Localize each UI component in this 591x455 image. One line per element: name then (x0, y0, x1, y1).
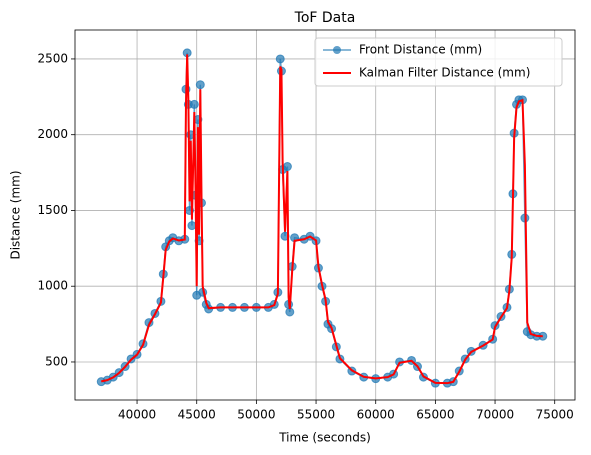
x-tick-label: 75000 (536, 408, 574, 422)
x-tick-label: 60000 (357, 408, 395, 422)
legend-label: Front Distance (mm) (359, 43, 482, 57)
y-tick-label: 500 (45, 354, 68, 368)
x-tick-label: 45000 (178, 408, 216, 422)
x-tick-label: 40000 (118, 408, 156, 422)
y-tick-label: 1000 (37, 279, 68, 293)
marker (275, 54, 285, 64)
marker (195, 80, 205, 90)
y-tick-label: 1500 (37, 203, 68, 217)
marker (282, 162, 292, 172)
chart-title: ToF Data (294, 10, 356, 26)
y-axis-label: Distance (mm) (9, 170, 23, 259)
marker (285, 307, 295, 317)
series-line (101, 54, 543, 385)
legend-box (314, 37, 563, 87)
x-axis-label: Time (seconds) (278, 431, 371, 445)
marker (187, 221, 197, 231)
y-tick-label: 2000 (37, 127, 68, 141)
x-tick-label: 65000 (416, 408, 454, 422)
marker (189, 99, 199, 109)
y-tick-label: 2500 (37, 51, 68, 65)
x-tick-label: 70000 (476, 408, 514, 422)
series-line (101, 52, 543, 384)
legend-label: Kalman Filter Distance (mm) (359, 66, 530, 80)
plot-frame (74, 29, 576, 401)
x-tick-label: 50000 (237, 408, 275, 422)
x-tick-label: 55000 (297, 408, 335, 422)
legend-marker (333, 46, 341, 54)
